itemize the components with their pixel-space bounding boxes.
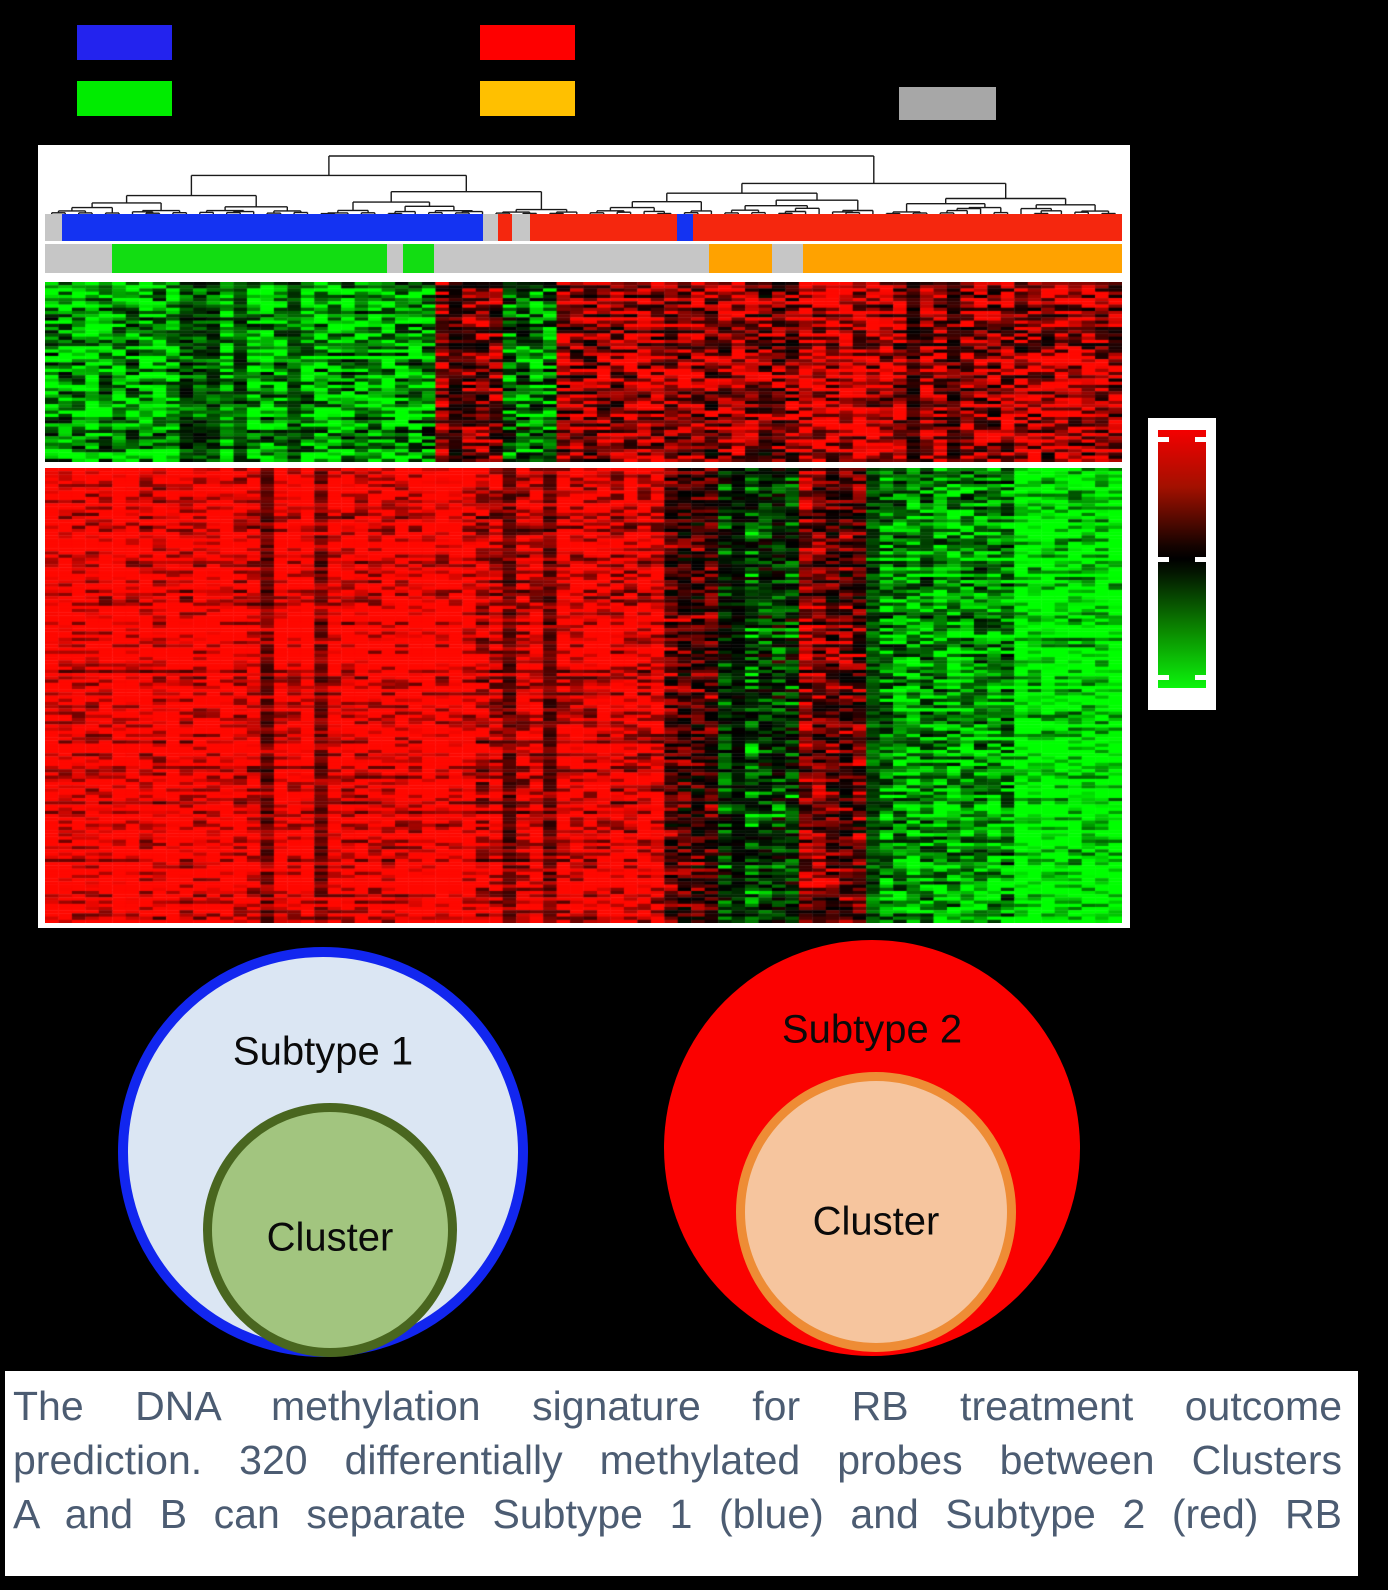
cluster-bar-segment-gray	[433, 244, 710, 273]
color-key-tick	[1195, 675, 1206, 680]
color-key-tick	[1195, 437, 1206, 442]
legend-swatch-blue	[77, 25, 172, 60]
subtype-bar-segment-red	[693, 214, 1122, 241]
caption-line: A and B can separate Subtype 1 (blue) an…	[13, 1491, 1342, 1537]
legend-swatch-green	[77, 81, 172, 116]
venn-cluster-b-circle	[736, 1072, 1016, 1352]
subtype-bar-segment-gray	[512, 214, 530, 241]
cluster-bar-segment-gray	[45, 244, 113, 273]
cluster-bar-segment-orange	[709, 244, 772, 273]
cluster-bar-segment-green	[112, 244, 388, 273]
cluster-bar-segment-gray	[771, 244, 804, 273]
venn-cluster-b-label: Cluster	[812, 1199, 940, 1244]
cluster-bar-segment-orange	[803, 244, 1122, 273]
heatmap-panel	[38, 145, 1130, 928]
legend-swatch-gray	[899, 87, 996, 120]
cluster-annotation-bar	[45, 244, 1122, 273]
heatmap-block-upper	[45, 282, 1122, 462]
subtype-bar-segment-blue	[62, 214, 484, 241]
subtype-bar-segment-red	[529, 214, 678, 241]
venn-cluster-a-circle	[203, 1103, 457, 1357]
cluster-bar-segment-gray	[387, 244, 403, 273]
venn-cluster-a-label: Cluster	[266, 1215, 394, 1260]
color-key-tick	[1158, 675, 1169, 680]
figure-caption: The DNA methylation signature for RB tre…	[5, 1371, 1358, 1576]
color-key-tick	[1158, 437, 1169, 442]
color-key-panel	[1148, 418, 1216, 710]
legend-swatch-red	[480, 25, 575, 60]
color-key-tick	[1158, 557, 1169, 562]
heatmap-block-lower	[45, 468, 1122, 923]
caption-line: prediction. 320 differentially methylate…	[13, 1437, 1342, 1483]
subtype-bar-segment-gray	[45, 214, 63, 241]
cluster-bar-segment-green	[402, 244, 434, 273]
venn-subtype1-label: Subtype 1	[232, 1029, 414, 1074]
subtype-bar-segment-gray	[483, 214, 499, 241]
subtype-annotation-bar	[45, 214, 1122, 241]
color-key-tick	[1195, 557, 1206, 562]
venn-subtype2-label: Subtype 2	[781, 1007, 963, 1052]
dendrogram	[50, 155, 1117, 215]
legend-swatch-gold	[480, 81, 575, 116]
subtype-bar-segment-blue	[677, 214, 694, 241]
subtype-bar-segment-red	[498, 214, 513, 241]
caption-line: The DNA methylation signature for RB tre…	[13, 1383, 1342, 1429]
